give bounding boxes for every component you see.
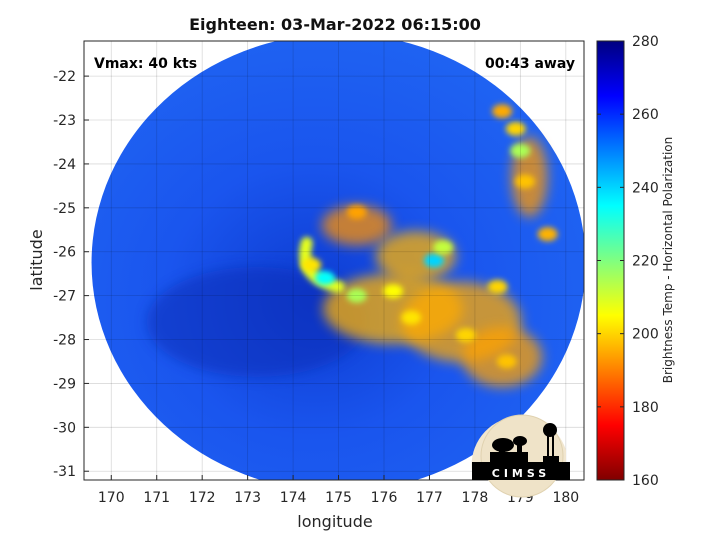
brightness-cell [496, 354, 517, 369]
vmax-annotation: Vmax: 40 kts [94, 56, 197, 72]
swath-layer [91, 41, 584, 480]
colorbar-tick-label: 200 [632, 327, 659, 343]
brightness-cell [433, 240, 454, 255]
brightness-cell [505, 121, 526, 136]
x-tick-label: 173 [234, 490, 261, 506]
y-tick-label: -26 [53, 245, 76, 261]
brightness-cell [314, 271, 335, 286]
colorbar-tick-label: 160 [632, 473, 659, 489]
brightness-cell [383, 284, 404, 299]
brightness-cell [424, 253, 444, 268]
x-tick-label: 175 [325, 490, 352, 506]
y-axis-label: latitude [27, 229, 46, 290]
colorbar-gradient [596, 40, 625, 481]
y-tick-label: -30 [53, 420, 76, 436]
brightness-cell [537, 227, 558, 242]
y-tick-label: -27 [53, 289, 76, 305]
colorbar: 160 180 200 220 240 260 280 Brightness Temp - … [596, 34, 675, 489]
colorbar-tick-label: 240 [632, 180, 659, 196]
x-tick-label: 178 [462, 490, 489, 506]
cimss-logo-text: CIMSS [492, 467, 550, 480]
brightness-cell [455, 328, 476, 343]
brightness-cell [346, 205, 367, 220]
chart-title: Eighteen: 03-Mar-2022 06:15:00 [189, 15, 481, 34]
y-tick-label: -29 [53, 376, 76, 392]
x-tick-label: 171 [143, 490, 170, 506]
y-axis-ticks: -22 -23 -24 -25 -26 -27 -28 -29 -30 -31 [53, 69, 89, 480]
brightness-cell [514, 174, 535, 189]
y-tick-label: -22 [53, 69, 76, 85]
brightness-cell [492, 104, 513, 119]
x-tick-label: 180 [552, 490, 579, 506]
brightness-cell [301, 257, 322, 272]
time-away-annotation: 00:43 away [485, 56, 575, 72]
x-tick-label: 170 [98, 490, 125, 506]
brightness-cell [510, 143, 531, 158]
x-tick-label: 174 [280, 490, 307, 506]
x-axis-label: longitude [297, 512, 372, 531]
x-tick-label: 172 [189, 490, 216, 506]
colorbar-label: Brightness Temp - Horizontal Polarizatio… [661, 137, 675, 384]
y-tick-label: -31 [53, 464, 76, 480]
colorbar-tick-label: 220 [632, 254, 659, 270]
plot-frame [83, 40, 585, 481]
y-tick-label: -25 [53, 201, 76, 217]
colorbar-tick-label: 280 [632, 34, 659, 50]
cimss-logo: CIMSS [471, 414, 570, 498]
colorbar-ticks: 160 180 200 220 240 260 280 [597, 34, 659, 489]
warm-region [321, 205, 392, 246]
brightness-cell [401, 310, 422, 325]
warm-region [375, 231, 456, 282]
x-tick-label: 176 [371, 490, 398, 506]
brightness-cell [346, 288, 367, 303]
y-tick-label: -28 [53, 333, 76, 349]
x-tick-label: 177 [416, 490, 443, 506]
cold-band [146, 266, 367, 377]
colorbar-tick-label: 180 [632, 400, 659, 416]
colorbar-tick-label: 260 [632, 107, 659, 123]
y-tick-label: -24 [53, 157, 76, 173]
y-tick-label: -23 [53, 113, 76, 129]
brightness-cell [487, 279, 508, 294]
